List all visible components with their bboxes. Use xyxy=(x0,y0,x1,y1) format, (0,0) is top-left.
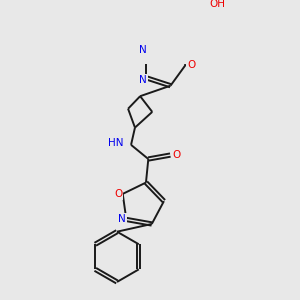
Text: N: N xyxy=(118,214,125,224)
Text: N: N xyxy=(139,44,147,55)
Text: N: N xyxy=(139,75,147,85)
Text: HN: HN xyxy=(108,138,123,148)
Text: O: O xyxy=(172,150,181,160)
Text: OH: OH xyxy=(210,0,226,9)
Text: O: O xyxy=(187,60,195,70)
Text: O: O xyxy=(114,189,122,199)
